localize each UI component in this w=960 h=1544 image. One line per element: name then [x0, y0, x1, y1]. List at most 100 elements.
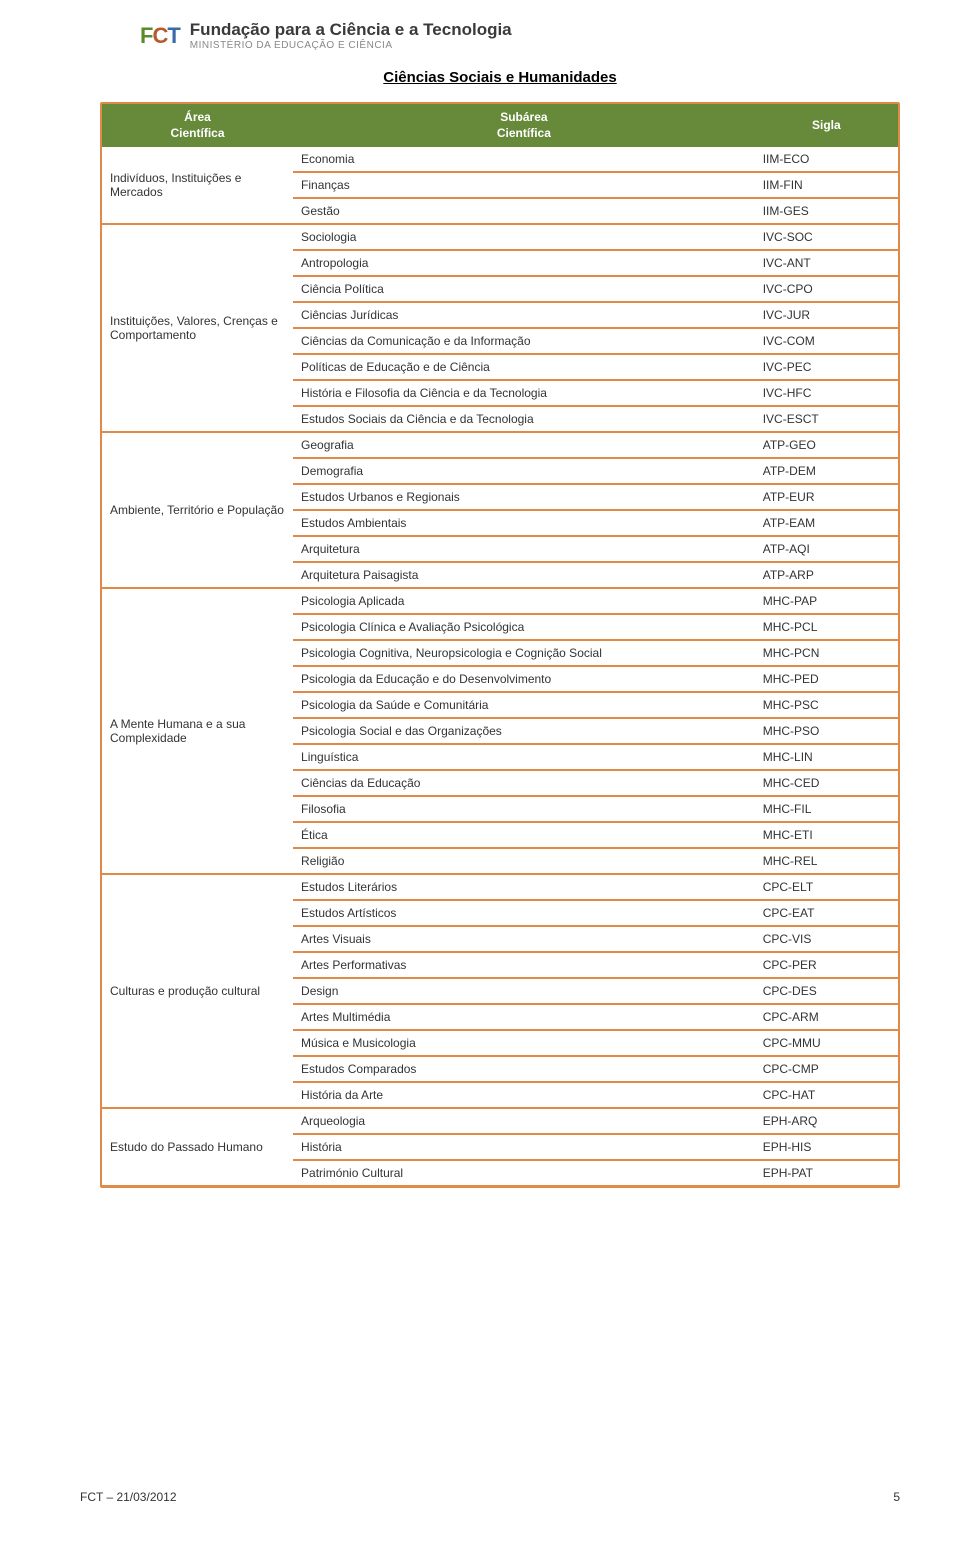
sigla-cell: ATP-AQI: [755, 536, 898, 562]
sigla-cell: CPC-VIS: [755, 926, 898, 952]
subarea-cell: Artes Multimédia: [293, 1004, 755, 1030]
sigla-cell: IIM-GES: [755, 198, 898, 224]
sigla-cell: CPC-EAT: [755, 900, 898, 926]
sigla-cell: IIM-FIN: [755, 172, 898, 198]
subarea-cell: Estudos Urbanos e Regionais: [293, 484, 755, 510]
table-row: Estudo do Passado HumanoArqueologiaEPH-A…: [102, 1108, 898, 1134]
subarea-cell: Geografia: [293, 432, 755, 458]
section-title: Ciências Sociais e Humanidades: [100, 69, 900, 86]
sigla-cell: IVC-JUR: [755, 302, 898, 328]
sigla-cell: ATP-GEO: [755, 432, 898, 458]
sigla-cell: CPC-MMU: [755, 1030, 898, 1056]
subarea-cell: Psicologia Clínica e Avaliação Psicológi…: [293, 614, 755, 640]
area-cell: Indivíduos, Instituições e Mercados: [102, 147, 293, 224]
area-cell: Estudo do Passado Humano: [102, 1108, 293, 1185]
subarea-cell: Estudos Comparados: [293, 1056, 755, 1082]
sigla-cell: ATP-EUR: [755, 484, 898, 510]
subarea-cell: Ciências da Comunicação e da Informação: [293, 328, 755, 354]
brand-main: Fundação para a Ciência e a Tecnologia: [190, 20, 512, 40]
sigla-cell: MHC-PSC: [755, 692, 898, 718]
area-cell: A Mente Humana e a sua Complexidade: [102, 588, 293, 874]
subarea-cell: Sociologia: [293, 224, 755, 250]
sigla-cell: IVC-ANT: [755, 250, 898, 276]
sigla-cell: IIM-ECO: [755, 147, 898, 172]
col-header-subarea: Subárea Científica: [293, 104, 755, 147]
fct-logo: FCT: [140, 26, 180, 46]
sigla-cell: ATP-EAM: [755, 510, 898, 536]
subarea-cell: Psicologia Cognitiva, Neuropsicologia e …: [293, 640, 755, 666]
sigla-cell: MHC-FIL: [755, 796, 898, 822]
subarea-cell: Religião: [293, 848, 755, 874]
subarea-cell: Demografia: [293, 458, 755, 484]
brand-sub: MINISTÉRIO DA EDUCAÇÃO E CIÊNCIA: [190, 40, 512, 51]
footer: FCT – 21/03/2012 5: [80, 1490, 900, 1504]
subarea-cell: Políticas de Educação e de Ciência: [293, 354, 755, 380]
footer-date: FCT – 21/03/2012: [80, 1490, 177, 1504]
subarea-cell: Artes Visuais: [293, 926, 755, 952]
sigla-cell: IVC-COM: [755, 328, 898, 354]
sigla-cell: MHC-REL: [755, 848, 898, 874]
subarea-cell: Estudos Artísticos: [293, 900, 755, 926]
subarea-cell: Antropologia: [293, 250, 755, 276]
sigla-cell: MHC-PCL: [755, 614, 898, 640]
sigla-cell: CPC-ARM: [755, 1004, 898, 1030]
subarea-cell: Ética: [293, 822, 755, 848]
subarea-cell: História e Filosofia da Ciência e da Tec…: [293, 380, 755, 406]
sigla-cell: CPC-DES: [755, 978, 898, 1004]
subarea-cell: Ciência Política: [293, 276, 755, 302]
subarea-cell: Ciências Jurídicas: [293, 302, 755, 328]
sigla-cell: CPC-CMP: [755, 1056, 898, 1082]
page: FCT Fundação para a Ciência e a Tecnolog…: [0, 0, 960, 1544]
table-row: Ambiente, Território e PopulaçãoGeografi…: [102, 432, 898, 458]
sigla-cell: ATP-ARP: [755, 562, 898, 588]
sigla-cell: MHC-CED: [755, 770, 898, 796]
subarea-cell: Estudos Ambientais: [293, 510, 755, 536]
subarea-cell: Gestão: [293, 198, 755, 224]
table-frame: Área Científica Subárea Científica Sigla…: [100, 102, 900, 1188]
sigla-cell: EPH-ARQ: [755, 1108, 898, 1134]
sigla-cell: MHC-ETI: [755, 822, 898, 848]
subarea-cell: Economia: [293, 147, 755, 172]
subarea-cell: Linguística: [293, 744, 755, 770]
sigla-cell: CPC-ELT: [755, 874, 898, 900]
subarea-cell: Design: [293, 978, 755, 1004]
sigla-cell: MHC-PAP: [755, 588, 898, 614]
subarea-cell: Património Cultural: [293, 1160, 755, 1185]
subarea-cell: Psicologia Aplicada: [293, 588, 755, 614]
subarea-cell: Psicologia da Saúde e Comunitária: [293, 692, 755, 718]
table-row: A Mente Humana e a sua ComplexidadePsico…: [102, 588, 898, 614]
area-cell: Instituições, Valores, Crenças e Comport…: [102, 224, 293, 432]
sigla-cell: MHC-PCN: [755, 640, 898, 666]
subarea-cell: Artes Performativas: [293, 952, 755, 978]
subarea-cell: Filosofia: [293, 796, 755, 822]
sigla-cell: MHC-PSO: [755, 718, 898, 744]
sigla-cell: EPH-PAT: [755, 1160, 898, 1185]
subarea-cell: Psicologia Social e das Organizações: [293, 718, 755, 744]
subarea-cell: Arqueologia: [293, 1108, 755, 1134]
subarea-cell: Arquitetura Paisagista: [293, 562, 755, 588]
area-cell: Culturas e produção cultural: [102, 874, 293, 1108]
sigla-cell: CPC-HAT: [755, 1082, 898, 1108]
scientific-areas-table: Área Científica Subárea Científica Sigla…: [102, 104, 898, 1185]
sigla-cell: IVC-PEC: [755, 354, 898, 380]
subarea-cell: Finanças: [293, 172, 755, 198]
sigla-cell: EPH-HIS: [755, 1134, 898, 1160]
brand-text: Fundação para a Ciência e a Tecnologia M…: [190, 20, 512, 51]
area-cell: Ambiente, Território e População: [102, 432, 293, 588]
table-row: Instituições, Valores, Crenças e Comport…: [102, 224, 898, 250]
sigla-cell: ATP-DEM: [755, 458, 898, 484]
subarea-cell: Estudos Literários: [293, 874, 755, 900]
sigla-cell: IVC-CPO: [755, 276, 898, 302]
sigla-cell: IVC-HFC: [755, 380, 898, 406]
table-body: Indivíduos, Instituições e MercadosEcono…: [102, 147, 898, 1185]
sigla-cell: MHC-PED: [755, 666, 898, 692]
page-number: 5: [893, 1490, 900, 1504]
subarea-cell: Ciências da Educação: [293, 770, 755, 796]
subarea-cell: Estudos Sociais da Ciência e da Tecnolog…: [293, 406, 755, 432]
subarea-cell: Psicologia da Educação e do Desenvolvime…: [293, 666, 755, 692]
table-row: Culturas e produção culturalEstudos Lite…: [102, 874, 898, 900]
table-row: Indivíduos, Instituições e MercadosEcono…: [102, 147, 898, 172]
sigla-cell: IVC-SOC: [755, 224, 898, 250]
subarea-cell: Arquitetura: [293, 536, 755, 562]
sigla-cell: CPC-PER: [755, 952, 898, 978]
